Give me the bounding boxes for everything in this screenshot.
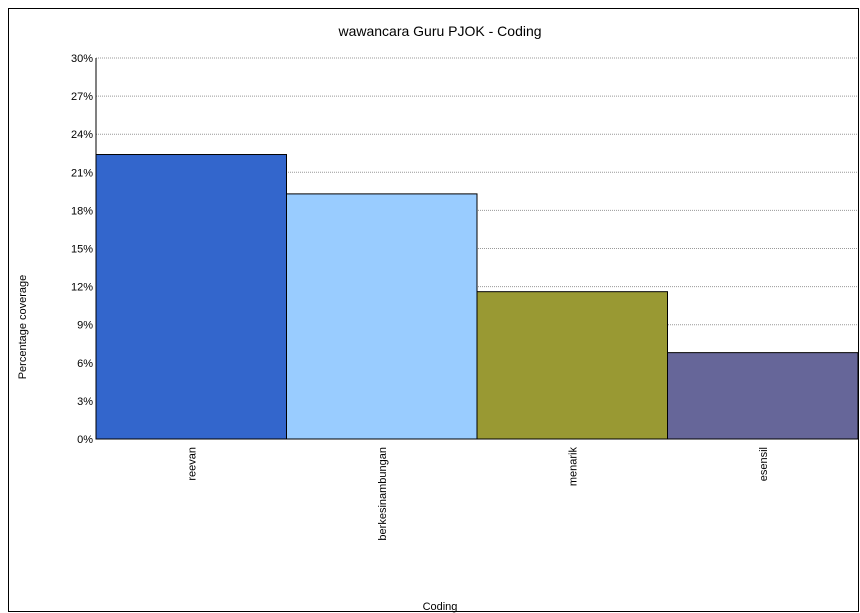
y-tick-label: 0%: [77, 434, 93, 446]
category-labels: reevan berkesinambungan menarik esensil: [186, 447, 770, 541]
y-tick-label: 27%: [71, 91, 93, 103]
chart-frame: wawancara Guru PJOK - Coding 0% 3% 6% 9% 12%…: [8, 8, 859, 613]
category-label: berkesinambungan: [377, 447, 389, 541]
y-tick-label: 3%: [77, 396, 93, 408]
y-tick-label: 18%: [71, 205, 93, 217]
y-tick-label: 21%: [71, 167, 93, 179]
x-axis-title: Coding: [423, 601, 458, 613]
bar-reevan: [95, 154, 287, 440]
y-axis-title: Percentage coverage: [17, 275, 29, 380]
chart-title: wawancara Guru PJOK - Coding: [337, 23, 541, 39]
y-tick-label: 15%: [71, 244, 93, 256]
y-tick-label: 9%: [77, 320, 93, 332]
y-tick-label: 12%: [71, 282, 93, 294]
bars: [95, 154, 859, 440]
bar-chart: wawancara Guru PJOK - Coding 0% 3% 6% 9% 12%…: [17, 23, 859, 613]
bar-berkesinambungan: [286, 193, 478, 440]
bar-menarik: [476, 291, 668, 440]
y-tick-label: 24%: [71, 129, 93, 141]
y-tick-labels: 0% 3% 6% 9% 12% 15% 18% 21% 24% 27% 30%: [71, 53, 93, 446]
bar-esensil: [667, 352, 859, 440]
y-tick-label: 30%: [71, 53, 93, 65]
category-label: reevan: [186, 447, 198, 481]
category-label: esensil: [758, 447, 770, 481]
y-tick-label: 6%: [77, 358, 93, 370]
category-label: menarik: [567, 447, 579, 487]
